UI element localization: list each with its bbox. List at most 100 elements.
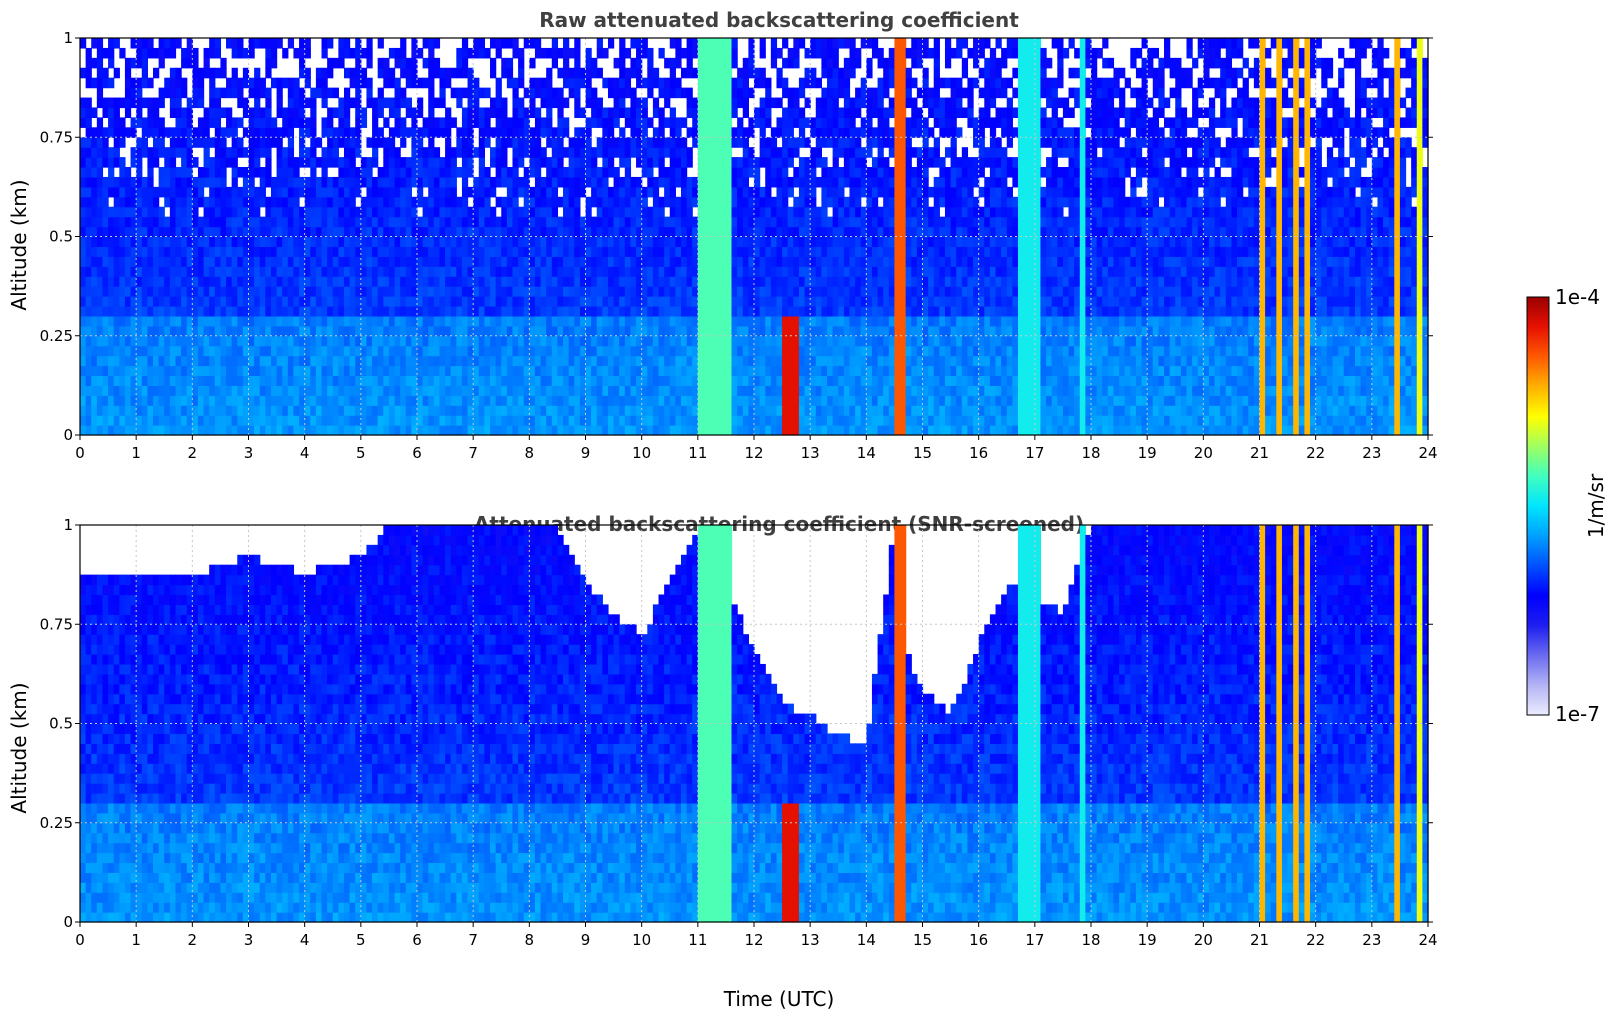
heatmap-cell [501,97,508,109]
heatmap-cell [405,395,412,406]
heatmap-cell [759,355,766,367]
heatmap-cell [765,147,772,158]
heatmap-cell [270,57,278,69]
heatmap-cell [467,335,474,347]
heatmap-cell [843,226,851,238]
heatmap-cell [641,77,648,89]
heatmap-cell [557,296,564,307]
heatmap-cell [417,246,424,257]
heatmap-cell [428,345,435,357]
heatmap-cell [782,375,789,386]
heatmap-cell [658,256,665,267]
heatmap-cell [518,216,525,228]
heatmap-cell [540,405,547,416]
heatmap-cell [91,296,98,307]
heatmap-cell [860,266,867,277]
heatmap-cell [798,38,806,49]
heatmap-cell [439,385,446,396]
heatmap-cell [551,57,559,69]
heatmap-cell [748,186,755,198]
heatmap-cell [383,425,390,436]
heatmap-cell [366,236,373,248]
heatmap-cell [523,385,530,396]
heatmap-cell [136,236,143,248]
heatmap-cell [529,266,536,277]
heatmap-cell [551,345,559,357]
heatmap-cell [113,226,120,238]
heatmap-cell [692,385,699,396]
heatmap-cell [197,325,205,337]
heatmap-cell [512,276,519,287]
heatmap-cell [821,335,828,347]
heatmap-cell [720,256,727,267]
heatmap-cell [254,87,261,99]
heatmap-cell [709,425,716,436]
heatmap-cell [214,345,222,357]
heatmap-cell [428,335,435,347]
heatmap-cell [411,256,418,267]
heatmap-cell [798,107,806,119]
heatmap-cell [793,425,800,436]
heatmap-cell [80,167,87,178]
heatmap-cell [512,425,519,436]
heatmap-cell [433,57,441,69]
heatmap-cell [776,157,783,168]
heatmap-cell [563,355,570,367]
heatmap-cell [164,87,171,99]
heatmap-cell [568,226,575,238]
heatmap-cell [220,256,227,267]
heatmap-cell [310,305,317,317]
heatmap-cell [523,246,530,257]
heatmap-cell [591,97,598,109]
heatmap-cell [568,216,575,228]
heatmap-cell [770,395,778,406]
heatmap-cell [164,385,171,396]
heatmap-cell [383,256,390,267]
heatmap-cell [91,325,98,337]
heatmap-cell [737,425,744,436]
heatmap-cell [613,395,620,406]
heatmap-cell [226,216,233,228]
heatmap-cell [680,147,688,158]
heatmap-cell [737,395,744,406]
heatmap-cell [439,186,446,198]
heatmap-cell [467,395,474,406]
heatmap-cell [697,395,705,406]
heatmap-cell [506,266,514,277]
heatmap-cell [484,246,491,257]
heatmap-cell [461,167,469,178]
heatmap-cell [490,325,497,337]
heatmap-cell [254,395,261,406]
heatmap-cell [843,276,851,287]
heatmap-cell [259,196,266,208]
heatmap-cell [563,57,570,69]
heatmap-cell [551,365,559,377]
heatmap-cell [574,296,581,307]
heatmap-cell [282,266,289,277]
heatmap-cell [265,127,272,138]
heatmap-cell [619,127,626,138]
heatmap-cell [242,305,250,317]
heatmap-cell [327,355,334,367]
heatmap-cell [248,206,255,218]
heatmap-cell [197,117,205,128]
heatmap-cell [585,236,592,248]
heatmap-cell [360,276,368,287]
heatmap-cell [467,226,474,238]
heatmap-cell [388,206,396,218]
heatmap-cell [534,315,542,327]
heatmap-cell [860,186,867,198]
heatmap-cell [804,157,811,168]
heatmap-cell [709,305,716,317]
heatmap-cell [827,365,834,377]
heatmap-cell [197,137,205,148]
heatmap-cell [102,276,109,287]
heatmap-cell [186,395,193,406]
heatmap-cell [563,405,570,416]
heatmap-cell [203,286,210,297]
heatmap-cell [843,296,851,307]
heatmap-cell [400,87,407,99]
heatmap-cell [124,296,132,307]
heatmap-cell [349,325,356,337]
heatmap-cell [355,236,362,248]
